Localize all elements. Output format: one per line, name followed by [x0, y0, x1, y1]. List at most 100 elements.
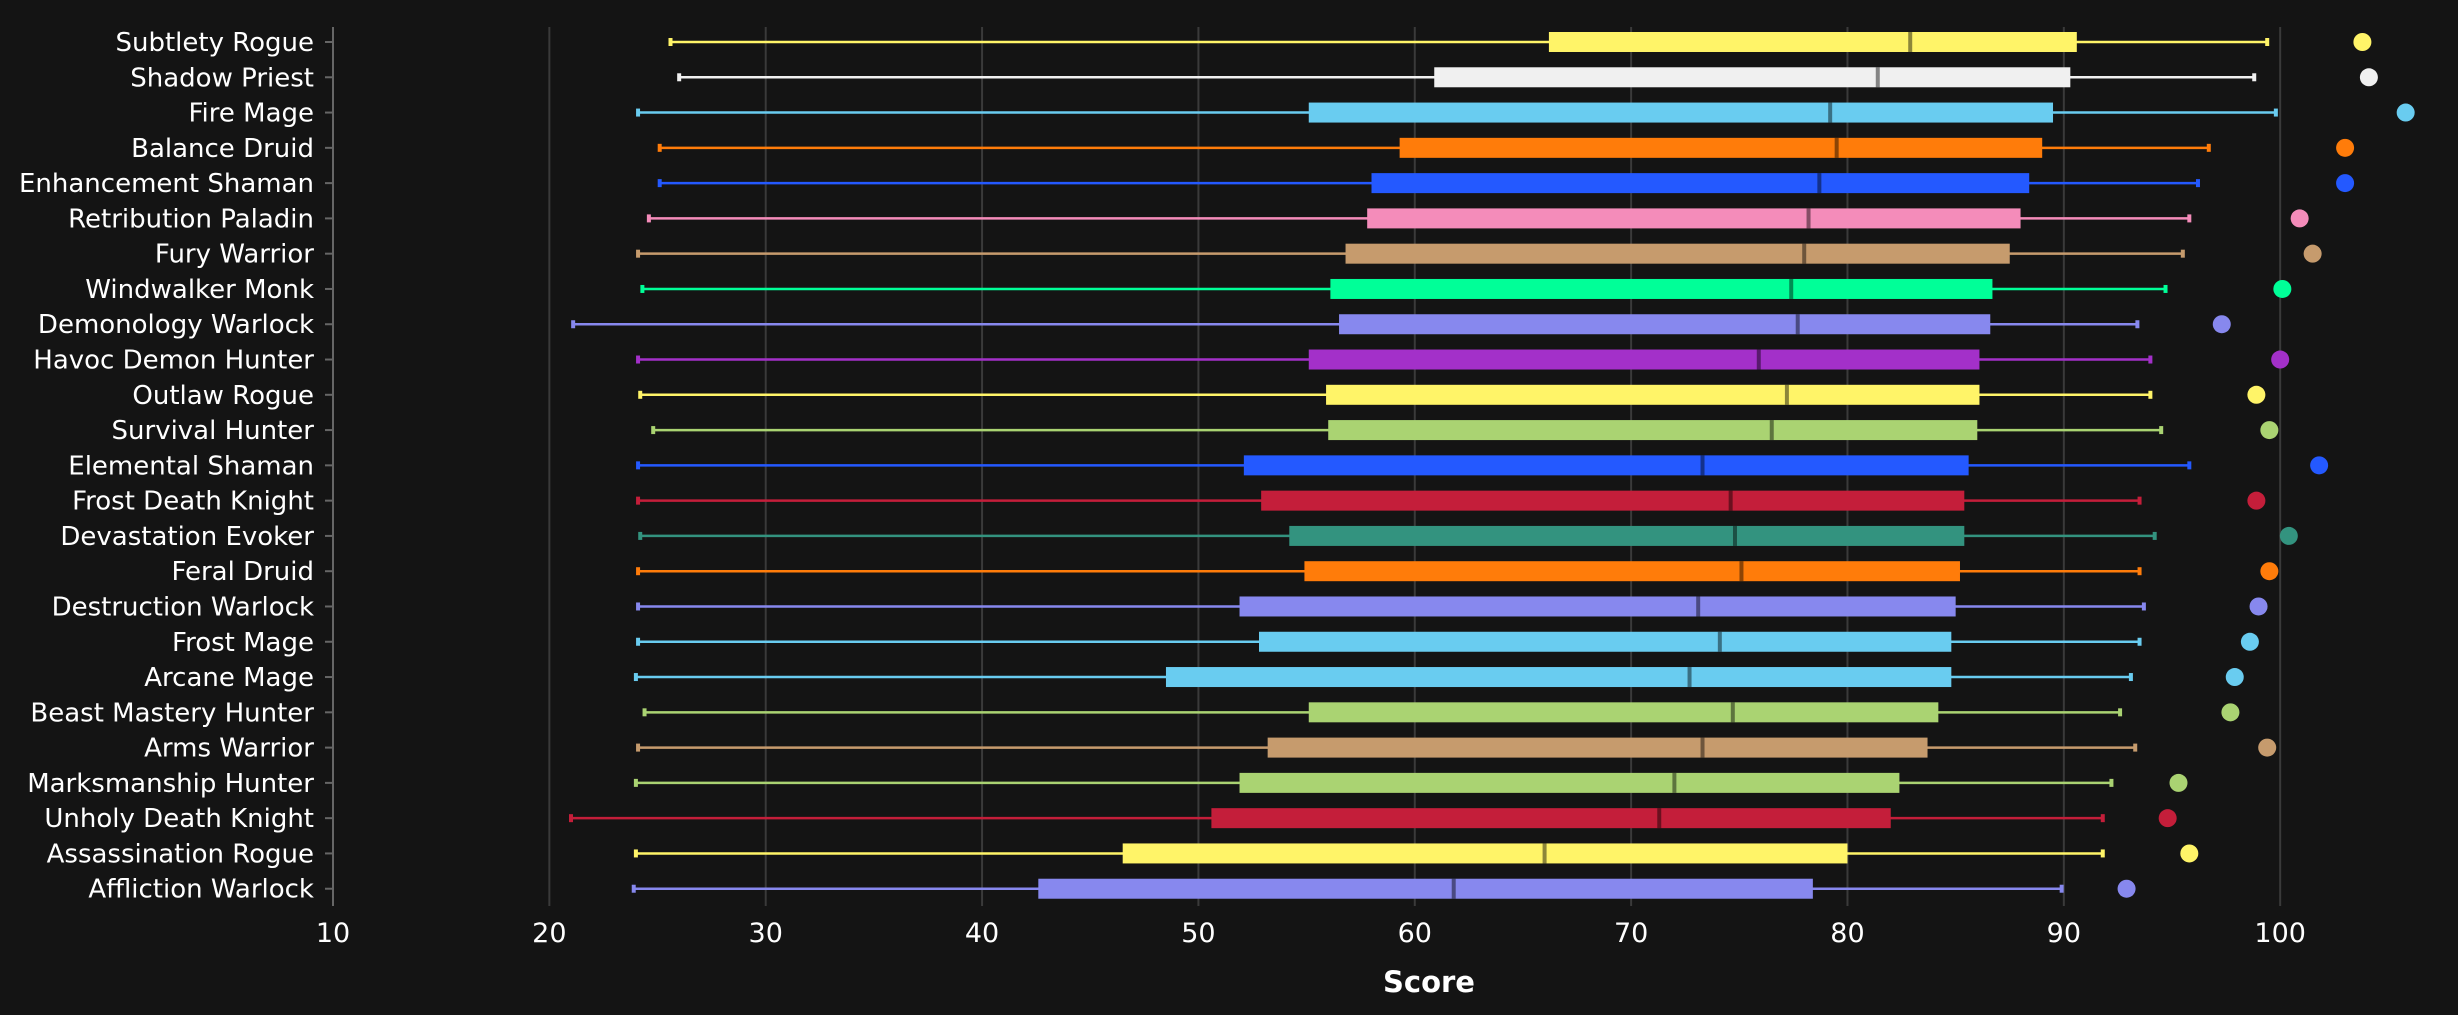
category-labels: Subtlety Rogue Shadow Priest Fire Mage Bala…: [19, 28, 314, 905]
box-row: [636, 561, 2279, 582]
x-tick-label: 50: [1181, 918, 1215, 949]
outlier-point: [2258, 738, 2277, 757]
iqr-box: [1548, 32, 2077, 52]
iqr-box: [1267, 737, 1928, 758]
x-tick-label: 40: [965, 918, 999, 949]
box-row: [642, 702, 2240, 723]
iqr-box: [1122, 843, 1848, 864]
iqr-box: [1326, 384, 1980, 405]
box-row: [651, 420, 2279, 441]
box-row: [636, 490, 2266, 511]
box-row: [646, 208, 2309, 229]
iqr-box: [1261, 490, 1965, 511]
category-label: Fury Warrior: [155, 240, 314, 270]
category-label: Arms Warrior: [144, 734, 314, 764]
category-label: Unholy Death Knight: [44, 804, 314, 834]
box-row: [636, 349, 2290, 370]
outlier-point: [2336, 138, 2355, 157]
outlier-point: [2249, 597, 2268, 616]
outlier-point: [2310, 456, 2329, 475]
category-label: Devastation Evoker: [60, 522, 314, 552]
outlier-point: [2290, 209, 2309, 228]
iqr-box: [1328, 420, 1978, 441]
box-row: [638, 525, 2298, 546]
category-label: Feral Druid: [171, 557, 314, 587]
box-row: [636, 631, 2259, 652]
x-tick-label: 90: [2047, 918, 2081, 949]
iqr-box: [1434, 67, 2071, 88]
iqr-box: [1371, 173, 2030, 194]
iqr-box: [1239, 772, 1900, 793]
outlier-point: [2212, 315, 2231, 334]
outlier-point: [2225, 668, 2244, 687]
iqr-box: [1239, 596, 1956, 617]
category-label: Frost Mage: [172, 628, 314, 658]
box-row: [636, 455, 2329, 476]
outlier-point: [2353, 33, 2372, 51]
box-row: [636, 737, 2277, 758]
outlier-point: [2260, 421, 2279, 440]
x-tick-label: 20: [532, 918, 566, 949]
category-label: Elemental Shaman: [68, 451, 314, 481]
x-axis-ticks: 10 20 30 40 50 60 70 80 90 100: [316, 918, 2306, 949]
outlier-point: [2260, 562, 2279, 581]
outlier-point: [2180, 844, 2199, 863]
box-row: [657, 137, 2355, 158]
category-label: Destruction Warlock: [52, 592, 314, 622]
box-row: [677, 67, 2378, 88]
box-row: [636, 102, 2415, 123]
outlier-point: [2247, 491, 2266, 510]
iqr-box: [1367, 208, 2021, 229]
category-label: Assassination Rogue: [47, 839, 314, 869]
iqr-box: [1399, 137, 2043, 158]
category-label: Marksmanship Hunter: [27, 769, 314, 799]
outlier-point: [2117, 879, 2136, 898]
category-label: Arcane Mage: [144, 663, 314, 693]
iqr-box: [1258, 631, 1952, 652]
iqr-box: [1308, 102, 2054, 123]
box-row: [636, 243, 2322, 264]
outlier-point: [2359, 68, 2378, 87]
iqr-box: [1339, 314, 1991, 335]
category-label: Survival Hunter: [112, 416, 315, 446]
box-row: [571, 314, 2231, 335]
category-label: Affliction Warlock: [88, 875, 314, 905]
iqr-box: [1165, 667, 1952, 688]
box-row: [568, 808, 2177, 829]
category-label: Shadow Priest: [130, 63, 314, 93]
category-label: Windwalker Monk: [85, 275, 314, 305]
outlier-point: [2247, 385, 2266, 404]
x-tick-label: 60: [1398, 918, 1432, 949]
iqr-box: [1308, 349, 1980, 370]
iqr-box: [1330, 278, 1993, 299]
category-label: Havoc Demon Hunter: [33, 346, 314, 376]
box-row: [633, 772, 2188, 793]
box-row: [638, 384, 2266, 405]
x-tick-label: 30: [749, 918, 783, 949]
category-label: Frost Death Knight: [72, 487, 314, 517]
box-row: [668, 32, 2372, 52]
box-row: [631, 878, 2136, 899]
category-label: Demonology Warlock: [38, 310, 314, 340]
iqr-box: [1211, 808, 1891, 829]
outlier-point: [2273, 279, 2292, 298]
category-label: Subtlety Rogue: [115, 28, 314, 58]
iqr-box: [1243, 455, 1969, 476]
iqr-box: [1304, 561, 1960, 582]
box-row: [636, 596, 2268, 617]
category-label: Retribution Paladin: [68, 204, 314, 234]
outlier-point: [2271, 350, 2290, 369]
iqr-box: [1289, 525, 1965, 546]
outlier-point: [2158, 809, 2177, 828]
category-label: Beast Mastery Hunter: [30, 698, 314, 728]
category-label: Fire Mage: [188, 99, 314, 129]
category-label: Outlaw Rogue: [132, 381, 314, 411]
category-label: Balance Druid: [131, 134, 314, 164]
iqr-box: [1038, 878, 1813, 899]
iqr-box: [1308, 702, 1939, 723]
x-axis-title: Score: [1383, 965, 1475, 999]
box-row: [640, 278, 2292, 299]
outlier-point: [2336, 174, 2355, 193]
x-tick-label: 80: [1830, 918, 1864, 949]
